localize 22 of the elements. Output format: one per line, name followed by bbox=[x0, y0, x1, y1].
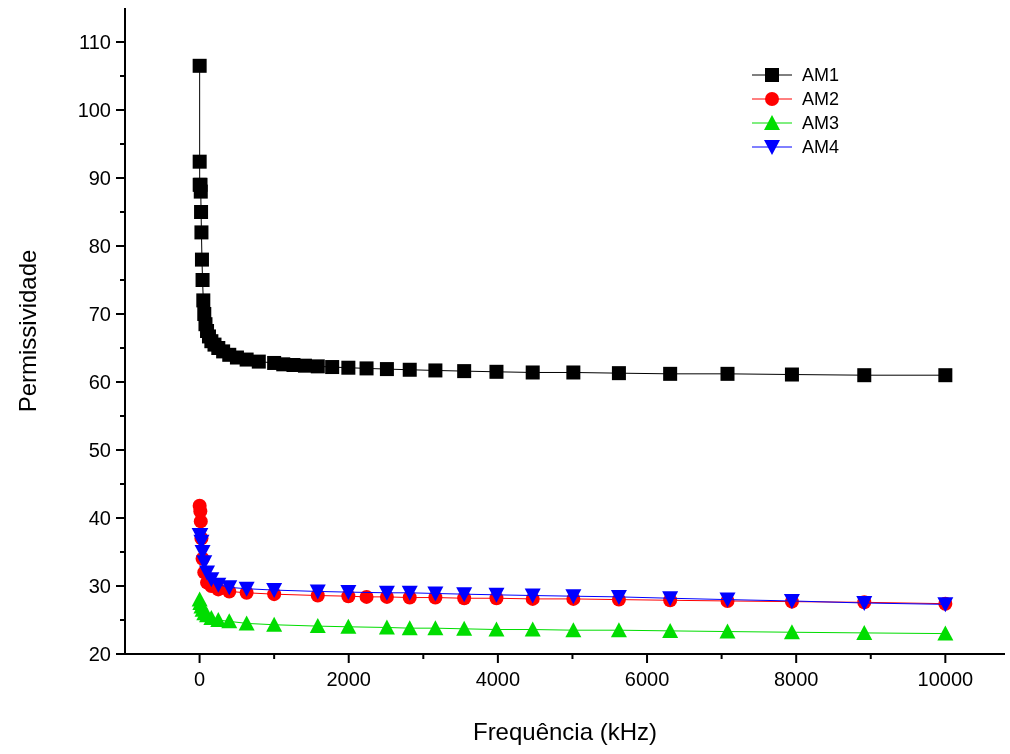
x-tick-label: 0 bbox=[194, 668, 206, 690]
y-tick-label: 20 bbox=[88, 643, 111, 665]
y-tick-label: 70 bbox=[88, 303, 111, 325]
y-tick-label: 30 bbox=[88, 575, 111, 597]
y-axis-title: Permissividade bbox=[14, 249, 41, 413]
y-tick-label: 90 bbox=[88, 167, 111, 189]
y-tick-label: 60 bbox=[88, 371, 111, 393]
x-tick-label: 6000 bbox=[624, 668, 670, 690]
legend-label: AM1 bbox=[802, 65, 840, 86]
y-tick-label: 110 bbox=[79, 31, 111, 53]
x-tick-label: 10000 bbox=[917, 668, 974, 690]
y-tick-label: 80 bbox=[88, 235, 111, 257]
y-tick-label: 40 bbox=[88, 507, 111, 529]
x-tick-label: 2000 bbox=[326, 668, 371, 690]
legend-label: AM3 bbox=[802, 113, 840, 134]
legend-label: AM2 bbox=[802, 89, 840, 110]
x-tick-label: 8000 bbox=[773, 668, 819, 690]
x-axis-title: Frequência (kHz) bbox=[472, 718, 658, 745]
x-tick-label: 4000 bbox=[475, 668, 521, 690]
y-tick-label: 50 bbox=[88, 439, 111, 461]
y-tick-label: 100 bbox=[77, 99, 111, 121]
legend-label: AM4 bbox=[802, 137, 840, 158]
